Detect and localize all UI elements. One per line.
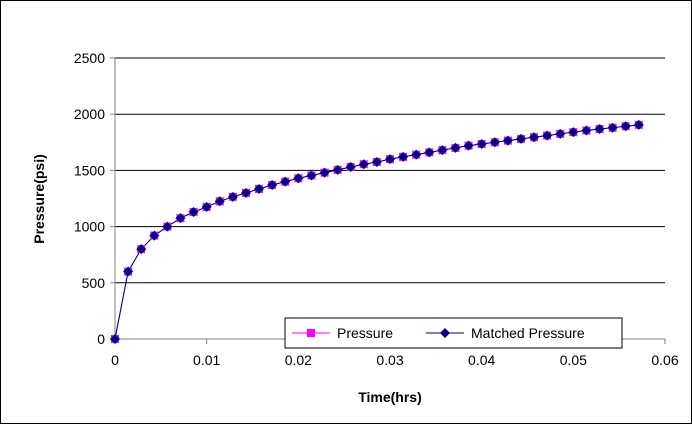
series-1-point-12	[267, 180, 278, 191]
series-1-point-0	[110, 334, 120, 344]
series-1-point-1	[123, 266, 134, 277]
series-1-point-37	[594, 124, 605, 135]
series-1-point-39	[620, 121, 631, 132]
legend-label-0: Pressure	[337, 325, 393, 341]
series-1-point-19	[358, 159, 369, 170]
series-1-point-17	[332, 164, 343, 175]
series-1-point-13	[280, 176, 291, 187]
gridlines	[115, 57, 665, 284]
series-1-point-33	[542, 130, 553, 141]
legend-label-1: Matched Pressure	[471, 325, 585, 341]
series-1-point-27	[463, 140, 474, 151]
y-tick-label-1: 500	[82, 275, 106, 291]
series-1-point-10	[240, 187, 251, 198]
series-1-point-36	[581, 125, 592, 136]
series-1-point-22	[398, 151, 409, 162]
series-1-point-28	[476, 138, 487, 149]
x-tick-label-4: 0.04	[468, 352, 495, 368]
series-1-point-5	[175, 213, 186, 224]
series-1-point-2	[136, 244, 147, 255]
y-axis-title: Pressure(psi)	[31, 154, 47, 243]
series-1-point-3	[149, 230, 160, 241]
series-1-point-34	[555, 128, 566, 139]
legend: Pressure Matched Pressure	[284, 317, 623, 349]
legend-marker-1	[440, 328, 450, 338]
series-1-point-35	[568, 127, 579, 138]
series-1-point-23	[411, 149, 422, 160]
y-tick-label-5: 2500	[74, 50, 105, 66]
y-tick-label-4: 2000	[74, 106, 105, 122]
y-tick-label-2: 1000	[74, 219, 105, 235]
series-1-point-40	[633, 119, 644, 130]
legend-marker-0	[307, 329, 315, 337]
series-1-point-14	[293, 173, 304, 184]
series-1-point-6	[188, 206, 199, 217]
series-1-point-15	[306, 170, 317, 181]
series-1-point-25	[437, 145, 448, 156]
series-1-point-32	[529, 132, 540, 143]
series-1-point-38	[607, 122, 618, 133]
series-1-point-16	[319, 167, 330, 178]
series-1-point-26	[450, 142, 461, 153]
x-tick-label-1: 0.01	[193, 352, 220, 368]
x-axis-title: Time(hrs)	[358, 389, 422, 405]
series-1-point-29	[489, 137, 500, 148]
tick-labels: 0 500 1000 1500 2000 2500 0 0.01 0.02 0.03 0.04 0.0…	[74, 50, 679, 368]
series-1-point-9	[227, 191, 238, 202]
x-tick-label-6: 0.06	[651, 352, 678, 368]
y-tick-label-3: 1500	[74, 162, 105, 178]
series-1-point-20	[371, 156, 382, 167]
series-1-point-31	[515, 133, 526, 144]
series-1-point-30	[502, 135, 513, 146]
x-tick-label-5: 0.05	[560, 352, 587, 368]
series-markers	[110, 119, 644, 344]
series-1-point-24	[424, 147, 435, 158]
y-tick-label-0: 0	[97, 331, 105, 347]
series-1-point-18	[345, 162, 356, 173]
x-tick-label-0: 0	[111, 352, 119, 368]
series-1-point-8	[214, 196, 225, 207]
x-tick-label-3: 0.03	[376, 352, 403, 368]
series-1-point-4	[162, 221, 173, 232]
axes	[114, 58, 665, 340]
series-1-point-11	[254, 183, 265, 194]
x-tick-label-2: 0.02	[285, 352, 312, 368]
series-1-point-7	[201, 201, 212, 212]
series-1-point-21	[385, 154, 395, 165]
